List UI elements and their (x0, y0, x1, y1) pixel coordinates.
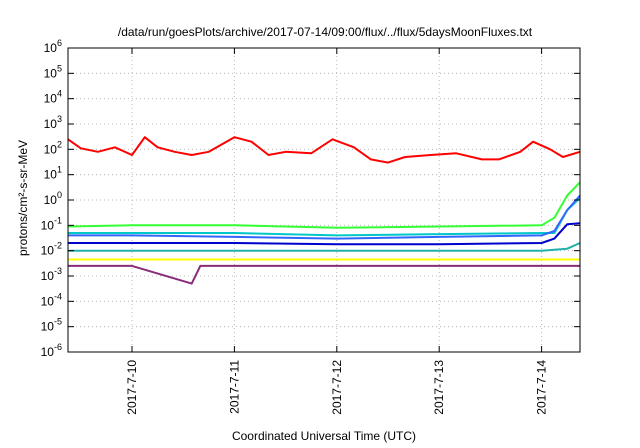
series-line-2 (68, 197, 581, 237)
y-tick-label: 10-4 (41, 291, 62, 308)
y-tick-label: 100 (44, 190, 62, 207)
y-tick-label: 103 (44, 114, 62, 131)
x-tick-labels: 2017-7-10 2017-7-11 2017-7-12 2017-7-13 2017… (125, 360, 549, 415)
y-tick-label: 106 (44, 38, 62, 55)
y-axis-label: protons/cm²-s-sr-MeV (16, 140, 30, 256)
grid (68, 48, 580, 352)
x-tick-label: 2017-7-11 (227, 360, 241, 414)
series-line-4 (68, 222, 581, 246)
x-tick-label: 2017-7-10 (125, 360, 139, 415)
y-tick-label: 102 (44, 139, 62, 156)
series-line-3 (68, 194, 581, 240)
y-tick-label: 10-1 (41, 215, 62, 232)
x-tick-label: 2017-7-13 (432, 360, 446, 415)
series-line-1 (67, 181, 581, 229)
y-tick-label: 10-2 (41, 241, 62, 258)
y-tick-labels: 10-6 10-5 10-4 10-3 10-2 10-1 100 101 102 103 104 1… (41, 38, 62, 359)
y-tick-label: 101 (44, 165, 62, 182)
y-tick-label: 105 (44, 63, 62, 80)
ticks (68, 47, 580, 353)
y-tick-label: 104 (44, 89, 62, 106)
x-axis-label: Coordinated Universal Time (UTC) (232, 429, 416, 443)
x-tick-label: 2017-7-12 (330, 360, 344, 415)
series-layer (67, 136, 581, 285)
y-tick-label: 10-6 (41, 342, 62, 359)
series-line-7 (68, 264, 580, 285)
x-tick-label: 2017-7-14 (535, 360, 549, 415)
series-line-5 (68, 242, 581, 252)
y-tick-label: 10-5 (41, 317, 62, 334)
y-tick-label: 10-3 (41, 266, 62, 283)
series-line-0 (67, 136, 581, 164)
chart-title: /data/run/goesPlots/archive/2017-07-14/0… (118, 25, 533, 39)
